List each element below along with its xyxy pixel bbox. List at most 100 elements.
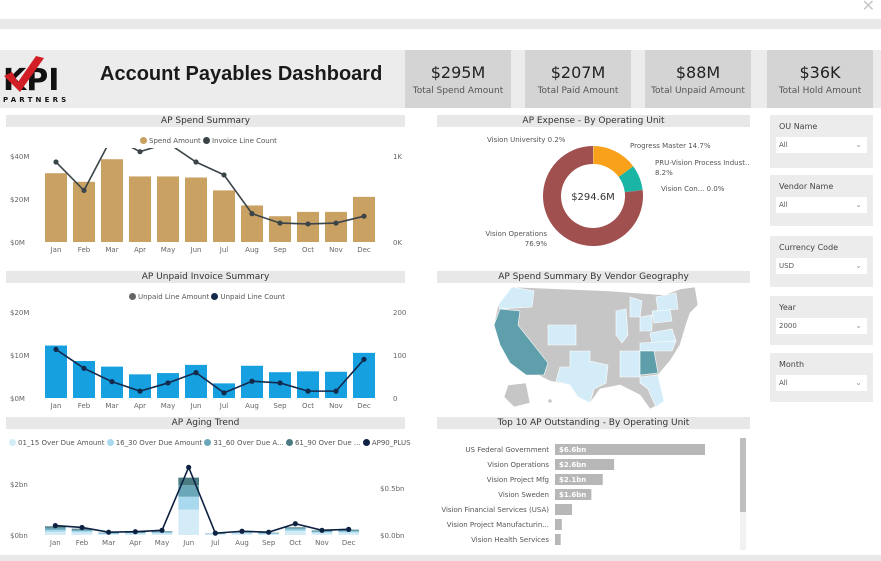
legend-item[interactable]: Unpaid Line Count — [211, 293, 285, 301]
bar-oct — [297, 371, 319, 398]
ap90-point-jul — [212, 530, 218, 536]
us-vendor-map[interactable] — [490, 285, 705, 413]
kpi-label: Total Hold Amount — [778, 86, 862, 96]
donut-slice — [543, 146, 643, 246]
logo-check-icon — [4, 56, 44, 92]
ap90-point-may — [159, 527, 165, 533]
stack-segment-may — [151, 533, 173, 535]
category-label: Vision Health Services — [471, 536, 549, 544]
line-point-apr — [137, 149, 143, 155]
stack-segment-feb — [71, 532, 93, 535]
y-left-tick-label: $0M — [10, 239, 25, 247]
line-point-dec — [361, 356, 367, 362]
state-colorado — [547, 324, 577, 346]
line-point-may — [165, 380, 171, 386]
y-right-tick-label: $0.5bn — [380, 485, 404, 493]
stack-segment-jun — [178, 509, 199, 535]
panel-title-spend: AP Spend Summary — [6, 115, 405, 127]
bar-dec — [353, 352, 375, 398]
donut-slice — [618, 166, 643, 193]
kpi-label: Total Unpaid Amount — [651, 86, 745, 96]
x-tick-label: Feb — [76, 539, 89, 547]
x-tick-label: Sep — [273, 246, 287, 254]
x-tick-label: Sep — [273, 402, 287, 410]
month-dropdown[interactable]: All ⌄ — [776, 375, 867, 391]
legend-item[interactable]: 31_60 Over Due A... — [204, 439, 284, 447]
line-point-jan — [53, 346, 59, 353]
stack-segment-oct — [285, 529, 306, 532]
x-tick-label: Jun — [190, 246, 202, 254]
hbar-0 — [555, 444, 705, 455]
donut-data-label: Vision University 0.2% — [487, 136, 566, 144]
legend-item[interactable]: 01_15 Over Due Amount — [9, 439, 104, 447]
y-right-tick-label: 200 — [393, 309, 406, 317]
chevron-down-icon: ⌄ — [855, 321, 862, 330]
year-dropdown[interactable]: 2000 ⌄ — [776, 318, 867, 334]
kpi-value: $88M — [675, 63, 721, 82]
slicer-month: Month All ⌄ — [770, 353, 873, 402]
legend-item[interactable]: AP90_PLUS — [362, 439, 411, 447]
slicer-label: Year — [779, 303, 796, 312]
y-right-tick-label: 0 — [393, 395, 397, 403]
x-tick-label: Jan — [50, 246, 62, 254]
donut-data-label: Progress Master 14.7% — [630, 142, 711, 150]
ou-name-dropdown[interactable]: All ⌄ — [776, 137, 867, 153]
panel-title-geo: AP Spend Summary By Vendor Geography — [437, 271, 750, 283]
donut-slice — [593, 146, 634, 178]
slicer-label: Currency Code — [779, 243, 839, 252]
legend-item[interactable]: Invoice Line Count — [203, 137, 277, 145]
line-series — [55, 148, 365, 225]
line-point-jun — [193, 159, 199, 165]
slicer-vendor-name: Vendor Name All ⌄ — [770, 175, 873, 226]
legend-item[interactable]: 16_30 Over Due Amount — [106, 439, 202, 447]
line-point-dec — [361, 213, 367, 219]
y-right-tick-label: 1K — [393, 153, 402, 161]
x-tick-label: Jun — [182, 539, 194, 547]
legend-swatch-icon — [106, 439, 114, 446]
state-nc-tn — [639, 340, 677, 352]
legend-item[interactable]: Unpaid Line Amount — [129, 293, 209, 301]
donut-data-label: 8.2% — [655, 169, 673, 177]
legend-swatch-icon — [140, 137, 147, 144]
slicer-year: Year 2000 ⌄ — [770, 296, 873, 345]
legend-item[interactable]: 61_90 Over Due ... — [285, 439, 361, 447]
bar-apr — [129, 374, 151, 398]
bar-jan — [45, 173, 67, 242]
legend-item[interactable]: Spend Amount — [140, 137, 201, 145]
x-tick-label: Feb — [78, 246, 91, 254]
x-tick-label: Oct — [302, 246, 314, 254]
stack-segment-apr — [125, 533, 146, 535]
kpi-card-total-unpaid: $88M Total Unpaid Amount — [645, 50, 751, 108]
vendor-name-dropdown[interactable]: All ⌄ — [776, 197, 867, 213]
ap90-point-aug — [239, 528, 245, 534]
line-point-aug — [249, 378, 255, 384]
kpi-label: Total Spend Amount — [412, 86, 504, 96]
hbar-data-label: $6.6bn — [559, 446, 586, 454]
x-tick-label: Jul — [210, 539, 220, 547]
x-tick-label: Aug — [245, 246, 259, 254]
state-ms-al — [619, 350, 641, 378]
line-point-nov — [333, 220, 339, 226]
stack-segment-nov — [311, 532, 333, 535]
y-left-tick-label: $2bn — [10, 481, 28, 489]
ap90-point-jan — [52, 523, 58, 529]
top10-scrollbar-thumb[interactable] — [740, 438, 746, 512]
hbar-data-label: $2.6bn — [559, 461, 586, 469]
stack-segment-feb — [71, 530, 93, 533]
x-tick-label: Aug — [235, 539, 249, 547]
x-tick-label: Dec — [357, 246, 371, 254]
donut-data-label: 76.9% — [525, 240, 548, 248]
slicer-ou-name: OU Name All ⌄ — [770, 115, 873, 168]
close-icon[interactable]: ✕ — [861, 0, 875, 15]
legend-swatch-icon — [362, 439, 370, 446]
legend-swatch-icon — [211, 293, 219, 300]
kpi-value: $36K — [799, 63, 841, 82]
x-tick-label: Jul — [219, 246, 229, 254]
kpi-value: $207M — [550, 63, 606, 82]
currency-code-dropdown[interactable]: USD ⌄ — [776, 258, 867, 274]
bar-jan — [45, 345, 67, 398]
category-label: Vision Project Mfg — [487, 476, 549, 484]
state-pennsylvania — [651, 308, 673, 324]
x-tick-label: Nov — [329, 402, 343, 410]
x-tick-label: May — [161, 402, 175, 410]
